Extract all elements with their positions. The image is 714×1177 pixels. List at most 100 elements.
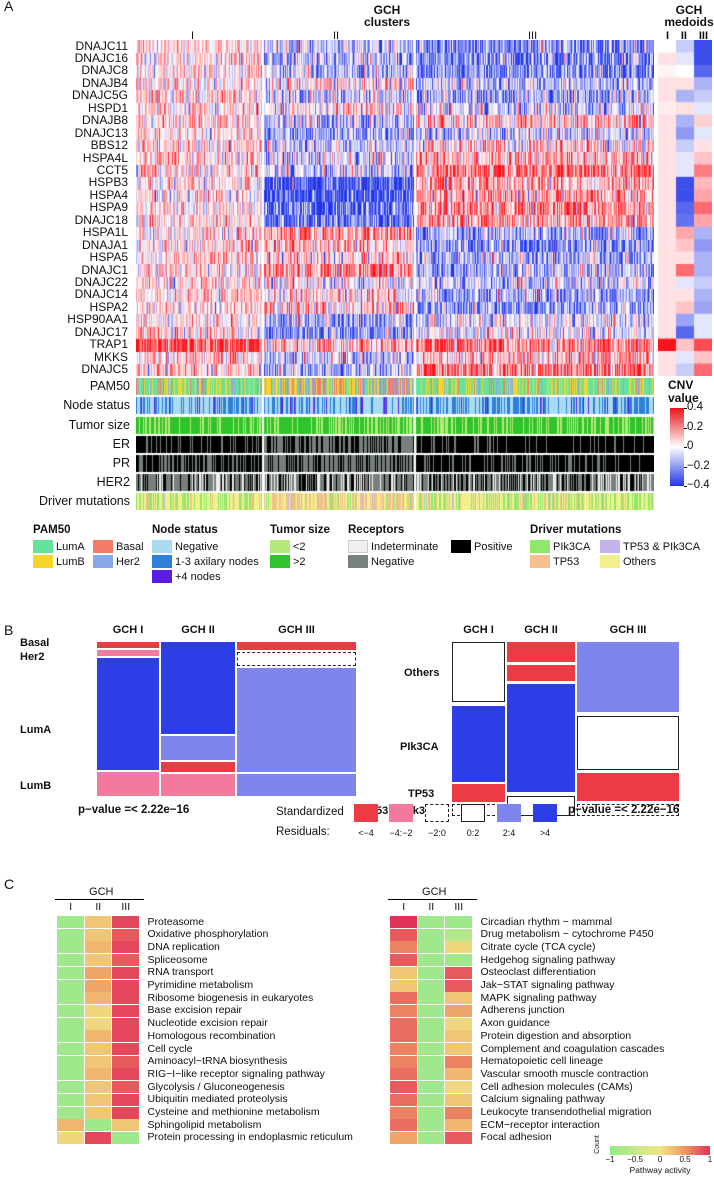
pathway-label: Protein processing in endoplasmic reticu…: [147, 1131, 353, 1144]
pathway-cell: [57, 992, 84, 1005]
residuals-title-1: Standardized: [276, 806, 344, 818]
pathway-cell: [112, 1004, 139, 1017]
legend-pik3ca-swatch: [530, 540, 550, 553]
pathway-label: RIG−I−like receptor signaling pathway: [147, 1067, 325, 1080]
pathway-cell: [417, 1030, 444, 1043]
mosaic-left-tile: [97, 642, 159, 648]
gch-col-label: III: [121, 901, 131, 913]
medoid-label-iii: III: [698, 30, 709, 42]
legend-pam50-title: PAM50: [33, 524, 71, 536]
pathway-cell: [84, 1004, 111, 1017]
pathway-label: Pyrimidine metabolism: [147, 979, 254, 991]
pathway-cell: [57, 916, 84, 929]
legend-tp53-pik3ca: TP53 & PIk3CA: [600, 540, 700, 553]
annotation-label: HER2: [96, 475, 130, 489]
pathway-cell: [390, 1055, 417, 1068]
pathway-cell: [112, 916, 139, 929]
pathway-cell: [57, 1106, 84, 1119]
medoid-label-i: I: [665, 30, 669, 42]
pathway-label: Aminoacyl−tRNA biosynthesis: [147, 1055, 288, 1068]
pathway-label: Osteoclast differentiation: [480, 966, 596, 979]
pathway-cell: [417, 979, 444, 992]
mosaic-left-tile: [97, 650, 159, 656]
gene-label: DNAJC17: [74, 324, 128, 339]
pathway-cell: [445, 1131, 472, 1144]
panel-label-a: A: [4, 0, 14, 14]
annotation-label: ER: [112, 437, 130, 451]
pathway-cell: [445, 1004, 472, 1017]
pathway-cell: [112, 1081, 139, 1094]
mosaic-left-row-label: Her2: [20, 651, 45, 663]
residual-swatch: [425, 804, 449, 822]
cnv-tick: 0.4: [687, 401, 703, 413]
pathway-cell: [390, 1081, 417, 1094]
mosaic-left-col-1: GCH I: [112, 624, 144, 636]
gene-label: HSP90AA1: [67, 312, 128, 327]
pathway-cell: [417, 1081, 444, 1094]
legend-her2-swatch: [93, 555, 113, 568]
pathway-cell: [390, 1131, 417, 1144]
legend-node-negative: Negative: [152, 540, 218, 553]
pathway-label: Oxidative phosphorylation: [147, 928, 269, 941]
pathway-cell: [390, 1106, 417, 1119]
legend-basal: Basal: [93, 540, 144, 553]
mosaic-left-tile: [237, 774, 356, 796]
legend-indeterminate: Indeterminate: [348, 540, 438, 553]
gch-title-line1: GCH: [373, 3, 401, 17]
pathway-label: Citrate cycle (TCA cycle): [480, 940, 596, 953]
pathway-label: Sphingolipid metabolism: [147, 1118, 262, 1131]
pathway-cell: [390, 1004, 417, 1017]
legend-tumor-lt2-swatch: [270, 540, 290, 553]
legend-others-text: Others: [623, 555, 657, 568]
mosaic-right-row-label: Others: [404, 667, 440, 679]
colorkey-tick: 0: [657, 1155, 663, 1164]
pathway-cell: [112, 979, 139, 992]
pathway-cell: [390, 1119, 417, 1132]
legend-negative-text: Negative: [371, 555, 415, 568]
pathway-cell: [84, 1055, 111, 1068]
pathway-cell: [84, 941, 111, 954]
legend-node-negative-text: Negative: [175, 540, 219, 553]
gch-medoids-title: GCH medoids: [664, 4, 714, 28]
cluster-label-ii: II: [333, 30, 340, 42]
pathway-label: Proteasome: [147, 915, 205, 928]
legend-others-swatch: [600, 555, 620, 568]
pathway-cell: [112, 1093, 139, 1106]
legend-node-title: Node status: [152, 524, 218, 536]
pathway-cell: [445, 1043, 472, 1056]
pathway-label: Leukocyte transendothelial migration: [480, 1106, 652, 1118]
pathway-cell: [445, 1093, 472, 1106]
gene-label: HSPA2: [89, 299, 128, 314]
cnv-tick: 0.2: [687, 420, 703, 433]
pathway-cell: [112, 1119, 139, 1132]
gene-label: DNAJC18: [74, 212, 128, 227]
pathway-cell: [417, 1055, 444, 1068]
pathway-label: ECM−receptor interaction: [480, 1118, 600, 1131]
gene-label: HSPA4: [89, 187, 128, 202]
pathway-cell: [390, 966, 417, 979]
pathway-label: Jak−STAT signaling pathway: [480, 979, 615, 991]
pathway-cell: [112, 1131, 139, 1144]
gch-label-right: GCH: [422, 886, 447, 898]
residual-bin-label: −2:0: [428, 828, 446, 838]
pathway-label: MAPK signaling pathway: [480, 991, 597, 1004]
pathway-cell: [112, 1106, 139, 1119]
pathway-cell: [445, 1030, 472, 1043]
pathway-cell: [84, 1119, 111, 1132]
legend-positive: Positive: [451, 540, 513, 553]
gene-label: CCT5: [96, 162, 128, 177]
pathway-cell: [445, 992, 472, 1005]
legend-tp53-text: TP53: [553, 555, 580, 568]
pathway-label: Cell adhesion molecules (CAMs): [480, 1080, 633, 1093]
mosaic-left-tile: [97, 658, 159, 770]
pathway-cell: [390, 928, 417, 941]
gene-label: DNAJC5G: [71, 88, 128, 103]
mosaic-right-tile: [577, 642, 679, 712]
mosaic-right-tile: [577, 773, 679, 801]
legend-pik3ca: PIk3CA: [530, 540, 590, 553]
cnv-tick-mark: [684, 408, 687, 409]
pathway-cell: [417, 1004, 444, 1017]
pathway-cell: [445, 1055, 472, 1068]
pathway-cell: [84, 928, 111, 941]
colorkey-tick: 1: [707, 1155, 713, 1164]
